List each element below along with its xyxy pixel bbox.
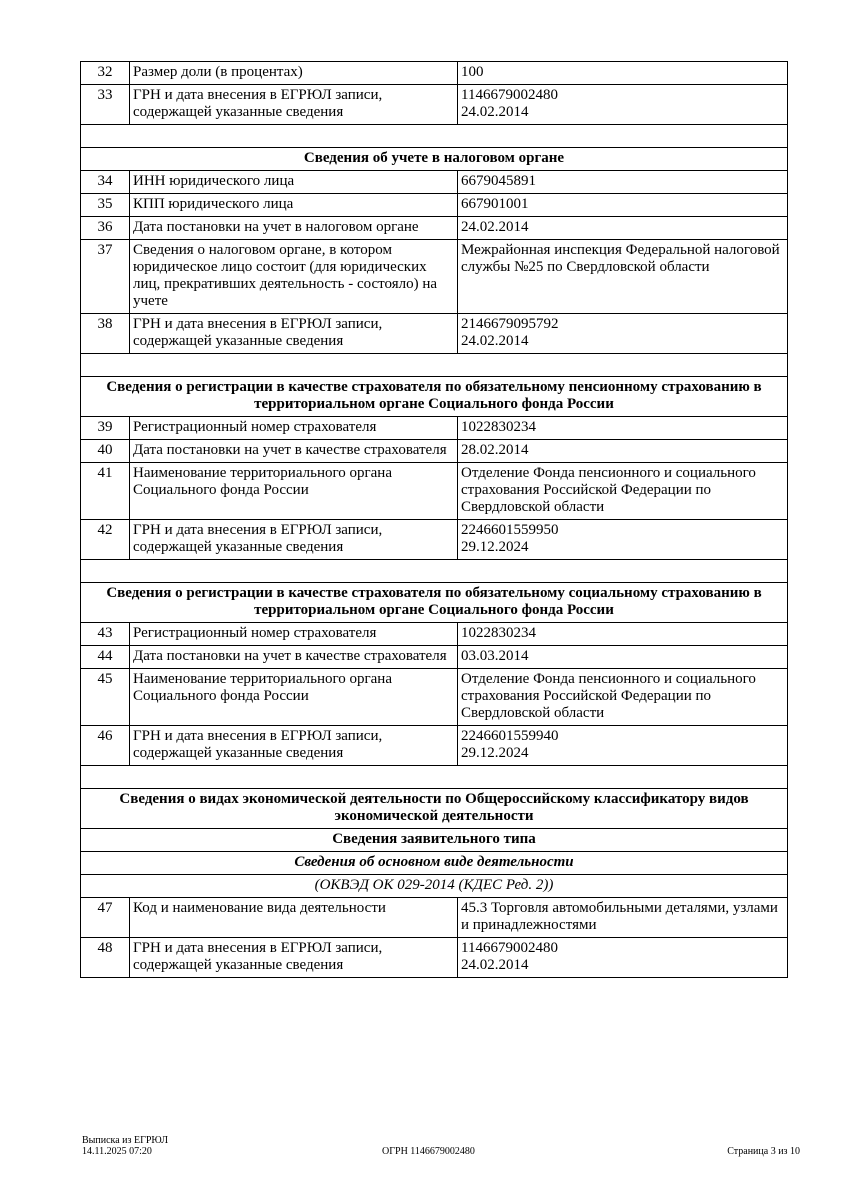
section-header: Сведения о регистрации в качестве страхо… <box>80 376 788 417</box>
table-row: 35 КПП юридического лица 667901001 <box>80 193 788 217</box>
table-row: 38 ГРН и дата внесения в ЕГРЮЛ записи, со… <box>80 313 788 354</box>
row-label: Регистрационный номер страхователя <box>129 622 458 646</box>
table-row: 41 Наименование территориального органа С… <box>80 462 788 520</box>
row-number: 32 <box>80 61 130 85</box>
row-label: КПП юридического лица <box>129 193 458 217</box>
table-row: 33 ГРН и дата внесения в ЕГРЮЛ записи, со… <box>80 84 788 125</box>
row-value: Отделение Фонда пенсионного и социальног… <box>457 668 788 726</box>
section-header-row: Сведения о регистрации в качестве страхо… <box>80 376 788 417</box>
row-number: 42 <box>80 519 130 560</box>
row-label: Сведения о налоговом органе, в котором ю… <box>129 239 458 314</box>
footer-datetime: 14.11.2025 07:20 <box>82 1146 152 1157</box>
row-number: 43 <box>80 622 130 646</box>
section-header: Сведения об учете в налоговом органе <box>80 147 788 171</box>
row-number: 48 <box>80 937 130 978</box>
row-value: 1022830234 <box>457 622 788 646</box>
row-number: 44 <box>80 645 130 669</box>
row-number: 47 <box>80 897 130 938</box>
subsection-header: Сведения об основном виде деятельности <box>80 851 788 875</box>
row-number: 41 <box>80 462 130 520</box>
section-header-row: Сведения заявительного типа <box>80 828 788 852</box>
row-label: Наименование территориального органа Соц… <box>129 462 458 520</box>
section-header: Сведения заявительного типа <box>80 828 788 852</box>
section-header: Сведения о видах экономической деятельно… <box>80 788 788 829</box>
row-label: ГРН и дата внесения в ЕГРЮЛ записи, соде… <box>129 84 458 125</box>
row-label: Дата постановки на учет в качестве страх… <box>129 439 458 463</box>
row-number: 37 <box>80 239 130 314</box>
row-label: Дата постановки на учет в налоговом орга… <box>129 216 458 240</box>
row-number: 38 <box>80 313 130 354</box>
row-value: 45.3 Торговля автомобильными деталями, у… <box>457 897 788 938</box>
blank-cell <box>80 559 788 583</box>
table-row: 43 Регистрационный номер страхователя 1022… <box>80 622 788 646</box>
row-number: 34 <box>80 170 130 194</box>
row-label: Размер доли (в процентах) <box>129 61 458 85</box>
row-value: Межрайонная инспекция Федеральной налого… <box>457 239 788 314</box>
classifier-label: (ОКВЭД ОК 029-2014 (КДЕС Ред. 2)) <box>80 874 788 898</box>
egrul-table: 32 Размер доли (в процентах) 100 33 ГРН и да… <box>80 61 788 978</box>
blank-row <box>80 353 788 377</box>
row-value: Отделение Фонда пенсионного и социальног… <box>457 462 788 520</box>
blank-row <box>80 765 788 789</box>
row-number: 46 <box>80 725 130 766</box>
row-number: 40 <box>80 439 130 463</box>
row-value: 28.02.2014 <box>457 439 788 463</box>
row-number: 45 <box>80 668 130 726</box>
blank-cell <box>80 353 788 377</box>
section-header-row: Сведения об учете в налоговом органе <box>80 147 788 171</box>
table-row: 44 Дата постановки на учет в качестве стр… <box>80 645 788 669</box>
section-header-row: Сведения о видах экономической деятельно… <box>80 788 788 829</box>
table-row: 36 Дата постановки на учет в налоговом ор… <box>80 216 788 240</box>
classifier-row: (ОКВЭД ОК 029-2014 (КДЕС Ред. 2)) <box>80 874 788 898</box>
blank-cell <box>80 124 788 148</box>
row-number: 33 <box>80 84 130 125</box>
row-value: 1146679002480 24.02.2014 <box>457 84 788 125</box>
row-label: ГРН и дата внесения в ЕГРЮЛ записи, соде… <box>129 725 458 766</box>
blank-cell <box>80 765 788 789</box>
footer-ogrn: ОГРН 1146679002480 <box>382 1146 475 1157</box>
table-row: 34 ИНН юридического лица 6679045891 <box>80 170 788 194</box>
table-row: 47 Код и наименование вида деятельности 45… <box>80 897 788 938</box>
row-number: 39 <box>80 416 130 440</box>
row-value: 2246601559950 29.12.2024 <box>457 519 788 560</box>
row-value: 1146679002480 24.02.2014 <box>457 937 788 978</box>
row-label: Дата постановки на учет в качестве страх… <box>129 645 458 669</box>
row-value: 2146679095792 24.02.2014 <box>457 313 788 354</box>
row-label: Регистрационный номер страхователя <box>129 416 458 440</box>
blank-row <box>80 559 788 583</box>
subsection-header-row: Сведения об основном виде деятельности <box>80 851 788 875</box>
table-row: 39 Регистрационный номер страхователя 1022… <box>80 416 788 440</box>
row-value: 03.03.2014 <box>457 645 788 669</box>
row-number: 36 <box>80 216 130 240</box>
row-label: ГРН и дата внесения в ЕГРЮЛ записи, соде… <box>129 519 458 560</box>
footer-page-number: Страница 3 из 10 <box>727 1146 800 1157</box>
row-value: 24.02.2014 <box>457 216 788 240</box>
row-label: ИНН юридического лица <box>129 170 458 194</box>
table-row: 42 ГРН и дата внесения в ЕГРЮЛ записи, со… <box>80 519 788 560</box>
table-row: 37 Сведения о налоговом органе, в котором… <box>80 239 788 314</box>
row-value: 100 <box>457 61 788 85</box>
blank-row <box>80 124 788 148</box>
section-header-row: Сведения о регистрации в качестве страхо… <box>80 582 788 623</box>
row-value: 667901001 <box>457 193 788 217</box>
table-row: 40 Дата постановки на учет в качестве стр… <box>80 439 788 463</box>
row-value: 1022830234 <box>457 416 788 440</box>
footer-doc-name: Выписка из ЕГРЮЛ <box>82 1135 168 1146</box>
row-label: Код и наименование вида деятельности <box>129 897 458 938</box>
footer-left: Выписка из ЕГРЮЛ 14.11.2025 07:20 <box>82 1135 168 1157</box>
table-row: 48 ГРН и дата внесения в ЕГРЮЛ записи, со… <box>80 937 788 978</box>
row-number: 35 <box>80 193 130 217</box>
table-row: 46 ГРН и дата внесения в ЕГРЮЛ записи, со… <box>80 725 788 766</box>
row-value: 6679045891 <box>457 170 788 194</box>
row-value: 2246601559940 29.12.2024 <box>457 725 788 766</box>
row-label: ГРН и дата внесения в ЕГРЮЛ записи, соде… <box>129 937 458 978</box>
row-label: Наименование территориального органа Соц… <box>129 668 458 726</box>
table-row: 45 Наименование территориального органа С… <box>80 668 788 726</box>
section-header: Сведения о регистрации в качестве страхо… <box>80 582 788 623</box>
row-label: ГРН и дата внесения в ЕГРЮЛ записи, соде… <box>129 313 458 354</box>
table-row: 32 Размер доли (в процентах) 100 <box>80 61 788 85</box>
